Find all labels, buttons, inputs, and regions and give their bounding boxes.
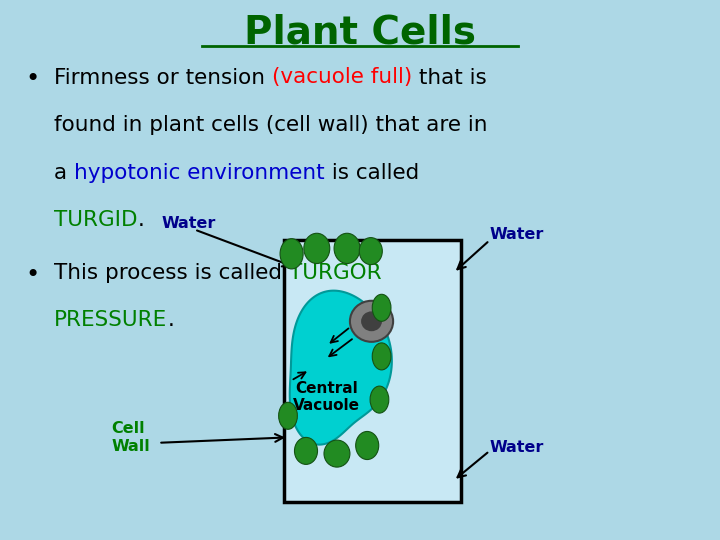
Ellipse shape [372,343,391,370]
Text: (vacuole full): (vacuole full) [272,68,412,87]
Text: .: . [138,210,145,230]
Text: .: . [167,310,174,330]
Text: Water: Water [490,227,544,242]
Text: This process is called: This process is called [54,263,289,283]
Bar [284,240,461,502]
Ellipse shape [280,239,303,269]
PathPatch shape [289,291,392,444]
Text: hypotonic environment: hypotonic environment [74,163,325,183]
Text: Water: Water [490,440,544,455]
Ellipse shape [334,233,360,264]
Text: •: • [25,68,40,91]
Text: Firmness or tension: Firmness or tension [54,68,272,87]
Text: PRESSURE: PRESSURE [54,310,167,330]
Text: Central
Vacuole: Central Vacuole [293,381,361,413]
Ellipse shape [304,233,330,264]
Ellipse shape [350,301,393,342]
Ellipse shape [372,294,391,321]
Text: Cell
Wall: Cell Wall [112,421,150,454]
Text: that is: that is [412,68,487,87]
Ellipse shape [359,238,382,265]
Text: TURGID: TURGID [54,210,138,230]
Ellipse shape [324,440,350,467]
Ellipse shape [356,431,379,460]
Ellipse shape [370,386,389,413]
Text: •: • [25,263,40,287]
Text: found in plant cells (cell wall) that are in: found in plant cells (cell wall) that ar… [54,115,487,135]
Ellipse shape [279,402,297,429]
Ellipse shape [294,437,318,464]
Text: Plant Cells: Plant Cells [244,14,476,51]
Text: TURGOR: TURGOR [289,263,382,283]
Text: is called: is called [325,163,419,183]
Text: Water: Water [162,216,217,231]
Text: a: a [54,163,74,183]
Ellipse shape [361,312,382,330]
